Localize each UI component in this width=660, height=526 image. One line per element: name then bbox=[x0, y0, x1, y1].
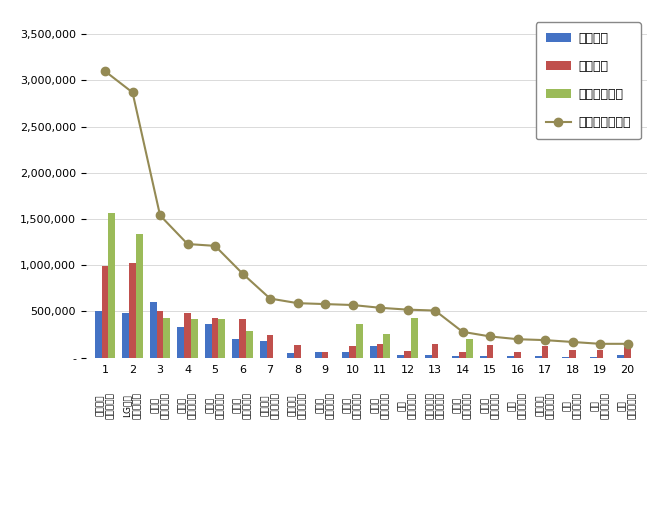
Bar bbox=[486, 345, 494, 358]
Text: 신일
공기청정기: 신일 공기청정기 bbox=[590, 392, 610, 419]
Text: 코웨이
공기청정기: 코웨이 공기청정기 bbox=[233, 392, 252, 419]
Bar bbox=[136, 234, 143, 358]
Text: 위닉스
공기청정기: 위닉스 공기청정기 bbox=[205, 392, 225, 419]
Text: 발뮤다
공기청정기: 발뮤다 공기청정기 bbox=[370, 392, 390, 419]
Text: 세스코
공기청정기: 세스코 공기청정기 bbox=[453, 392, 473, 419]
Text: 샷프
공기청정기: 샷프 공기청정기 bbox=[398, 392, 417, 419]
Text: 삼성전자
공기청정기: 삼성전자 공기청정기 bbox=[95, 392, 115, 419]
Bar bbox=[514, 352, 521, 358]
Bar bbox=[562, 357, 569, 358]
Bar bbox=[356, 325, 363, 358]
Bar bbox=[267, 335, 273, 358]
Bar bbox=[191, 319, 198, 358]
Bar bbox=[459, 352, 466, 358]
Legend: 참여지수, 소통지수, 커뮤니티지수, 브랜드평판지수: 참여지수, 소통지수, 커뮤니티지수, 브랜드평판지수 bbox=[535, 22, 641, 139]
Text: 클레어
공기청정기: 클레어 공기청정기 bbox=[480, 392, 500, 419]
Bar bbox=[246, 331, 253, 358]
Bar bbox=[343, 352, 349, 358]
Bar bbox=[432, 344, 438, 358]
Text: 벤타
공기청정기: 벤타 공기청정기 bbox=[563, 392, 582, 419]
Bar bbox=[508, 356, 514, 358]
Bar bbox=[205, 325, 212, 358]
Bar bbox=[150, 302, 156, 358]
Text: 쓸매직
공기청정기: 쓸매직 공기청정기 bbox=[315, 392, 335, 419]
Bar bbox=[239, 319, 246, 358]
Bar bbox=[466, 339, 473, 358]
Bar bbox=[404, 351, 411, 358]
Bar bbox=[383, 333, 390, 358]
Bar bbox=[232, 339, 239, 358]
Bar bbox=[260, 341, 267, 358]
Bar bbox=[108, 213, 116, 358]
Bar bbox=[535, 356, 542, 358]
Text: 웹스
공기청정기: 웹스 공기청정기 bbox=[508, 392, 527, 419]
Text: 블루에어
공기청정기: 블루에어 공기청정기 bbox=[288, 392, 308, 419]
Bar bbox=[624, 347, 631, 358]
Bar bbox=[184, 313, 191, 358]
Text: 캐리어
공기청정기: 캐리어 공기청정기 bbox=[343, 392, 362, 419]
Text: 청호나이스
공기청정기: 청호나이스 공기청정기 bbox=[425, 392, 445, 419]
Bar bbox=[212, 318, 218, 358]
Bar bbox=[218, 319, 225, 358]
Bar bbox=[122, 313, 129, 358]
Bar bbox=[411, 318, 418, 358]
Bar bbox=[156, 310, 164, 358]
Bar bbox=[397, 355, 404, 358]
Bar bbox=[597, 350, 603, 358]
Bar bbox=[294, 345, 301, 358]
Bar bbox=[129, 262, 136, 358]
Text: 다이싨
공기청정기: 다이싨 공기청정기 bbox=[150, 392, 170, 419]
Bar bbox=[178, 327, 184, 358]
Bar bbox=[542, 346, 548, 358]
Bar bbox=[321, 352, 329, 358]
Text: 쿠쿠전자
공기청정기: 쿠쿠전자 공기청정기 bbox=[260, 392, 280, 419]
Bar bbox=[617, 355, 624, 358]
Bar bbox=[590, 357, 597, 358]
Bar bbox=[164, 318, 170, 358]
Bar bbox=[102, 266, 108, 358]
Bar bbox=[370, 346, 377, 358]
Bar bbox=[349, 346, 356, 358]
Text: 카도
공기청정기: 카도 공기청정기 bbox=[618, 392, 638, 419]
Bar bbox=[95, 310, 102, 358]
Bar bbox=[480, 356, 486, 358]
Bar bbox=[425, 355, 432, 358]
Bar bbox=[287, 353, 294, 358]
Text: 에어비타
공기청정기: 에어비타 공기청정기 bbox=[535, 392, 555, 419]
Bar bbox=[377, 344, 383, 358]
Bar bbox=[315, 352, 321, 358]
Text: 샷오미
공기청정기: 샷오미 공기청정기 bbox=[178, 392, 197, 419]
Bar bbox=[569, 350, 576, 358]
Text: LG전자
공기청정기: LG전자 공기청정기 bbox=[123, 392, 143, 419]
Bar bbox=[452, 356, 459, 358]
